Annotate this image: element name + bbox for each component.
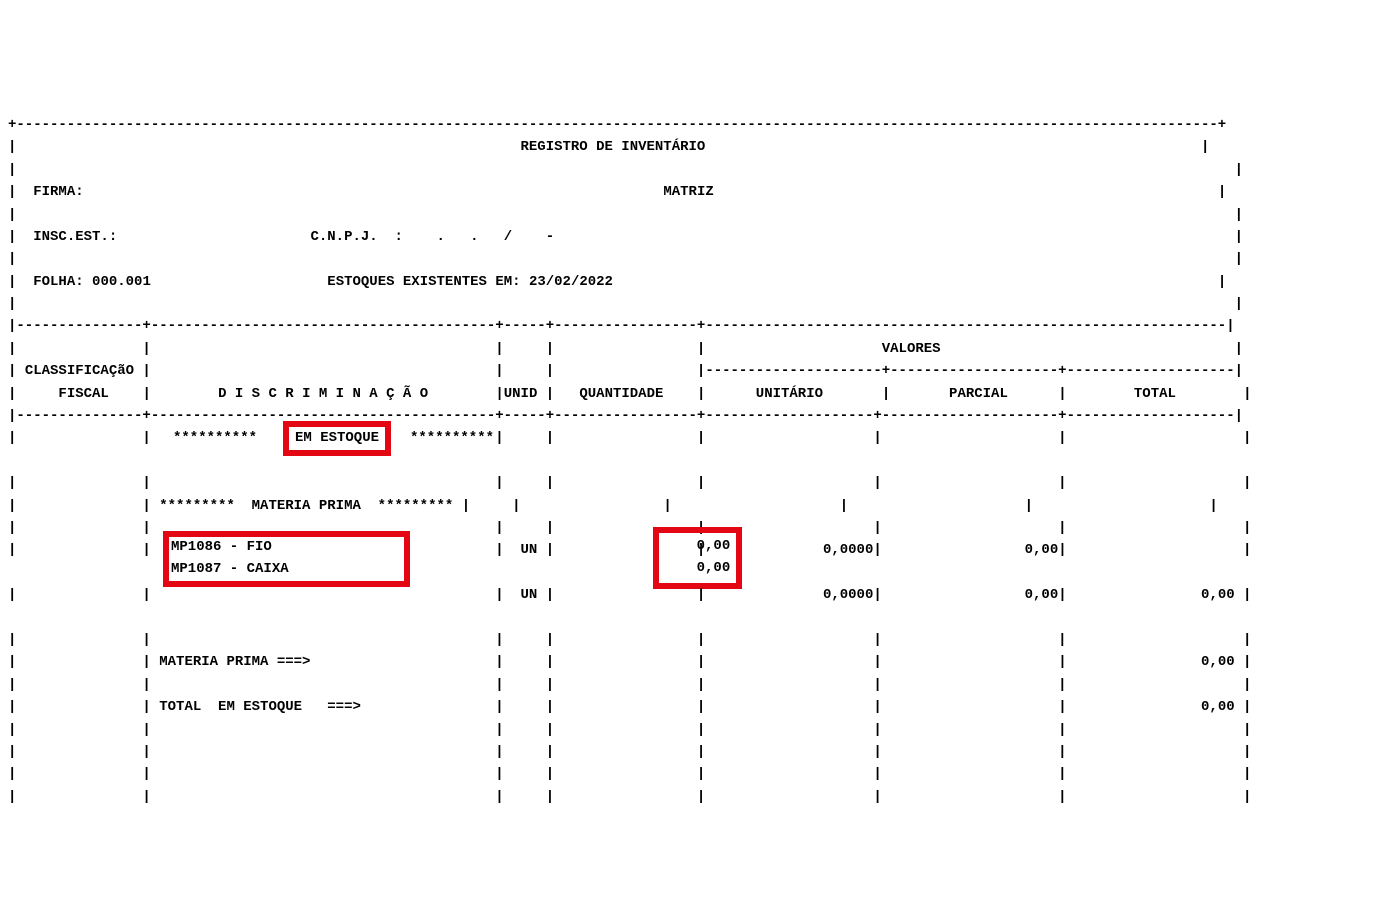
line: | | | | | | | | (8, 722, 1251, 738)
em-estoque-label: EM ESTOQUE (295, 430, 379, 446)
line: | | | | | VALORES | (8, 341, 1243, 357)
line: | | (8, 162, 1243, 178)
stars-left: ********** (173, 427, 257, 449)
estoque-date-label: ESTOQUES EXISTENTES EM: (327, 274, 520, 290)
line: | | (8, 296, 1243, 312)
firma-value: MATRIZ (663, 184, 713, 200)
line: | | TOTAL EM ESTOQUE ===> | | | | | 0,00… (8, 699, 1251, 715)
em-estoque-total: 0,00 (1201, 699, 1235, 715)
folha-label: FOLHA: (33, 274, 83, 290)
line: | REGISTRO DE INVENTÁRIO | (8, 139, 1209, 155)
line: | | | | | | | | (8, 677, 1251, 693)
total-estoque-label: TOTAL EM ESTOQUE ===> (159, 699, 361, 715)
item0-unid: UN (520, 542, 537, 558)
header-unid: UNID (504, 386, 538, 402)
folha-value: 000.001 (92, 274, 151, 290)
top-border: +---------------------------------------… (8, 117, 1226, 133)
header-valores: VALORES (882, 341, 941, 357)
header-classificacao: CLASSIFICAÇãO (25, 363, 134, 379)
report-title: REGISTRO DE INVENTÁRIO (520, 139, 705, 155)
materia-prima-subtotal-label: MATERIA PRIMA ===> (159, 654, 310, 670)
item1-desc: MP1087 - CAIXA (171, 561, 289, 577)
item1-parc: 0,00 (1025, 587, 1059, 603)
header-discriminacao: D I S C R I M I N A Ç Ã O (218, 386, 428, 402)
header-total: TOTAL (1134, 386, 1176, 402)
item0-unit: 0,0000 (823, 542, 873, 558)
items-box: MP1086 - FIO MP1087 - CAIXA (163, 531, 410, 586)
item0-desc: MP1086 - FIO (171, 539, 272, 555)
line: | CLASSIFICAÇãO | | | |-----------------… (8, 363, 1243, 379)
line: | FISCAL | D I S C R I M I N A Ç Ã O |UN… (8, 386, 1252, 402)
stars-right: ********** (410, 427, 494, 449)
item1-unid: UN (520, 587, 537, 603)
qty-box: 0,00 0,00 (653, 527, 742, 588)
line: | | | | | | | | (8, 789, 1251, 805)
materia-prima-header: ********* MATERIA PRIMA ********* (159, 498, 453, 514)
em-estoque-box: EM ESTOQUE (283, 421, 391, 455)
line: | | ********* MATERIA PRIMA ********* | … (8, 498, 1218, 514)
item0-qty: 0,00 (697, 538, 731, 554)
line: | INSC.EST.: C.N.P.J. : . . / - | (8, 229, 1243, 245)
line: | | (8, 251, 1243, 267)
header-parcial: PARCIAL (949, 386, 1008, 402)
estoque-date: 23/02/2022 (529, 274, 613, 290)
item1-total: 0,00 (1201, 587, 1235, 603)
materia-prima-total: 0,00 (1201, 654, 1235, 670)
line: | | (8, 207, 1243, 223)
line: | | | | | | | | (8, 632, 1251, 648)
line: | FOLHA: 000.001 ESTOQUES EXISTENTES EM:… (8, 274, 1226, 290)
insc-label: INSC.EST.: (33, 229, 117, 245)
item1-qty: 0,00 (697, 560, 731, 576)
item0-parc: 0,00 (1025, 542, 1059, 558)
line: | | | | | | | | (8, 766, 1251, 782)
header-border-2: |---------------+-----------------------… (8, 408, 1243, 424)
line: | | MATERIA PRIMA ===> | | | | | 0,00 | (8, 654, 1251, 670)
line: | | | UN | | 0,0000| 0,00| 0,00 | (8, 584, 1251, 606)
line: | | | | | | | | (8, 744, 1251, 760)
header-fiscal: FISCAL (58, 386, 108, 402)
cnpj-label: C.N.P.J. : . . / - (310, 229, 554, 245)
header-unitario: UNITÁRIO (756, 386, 823, 402)
line: | FIRMA: MATRIZ | (8, 184, 1226, 200)
header-quantidade: QUANTIDADE (579, 386, 663, 402)
header-border: |---------------+-----------------------… (8, 318, 1235, 334)
firma-label: FIRMA: (33, 184, 83, 200)
line: | | | | | | | | (8, 475, 1251, 491)
inventory-report: +---------------------------------------… (0, 90, 1398, 811)
item1-unit: 0,0000 (823, 587, 873, 603)
